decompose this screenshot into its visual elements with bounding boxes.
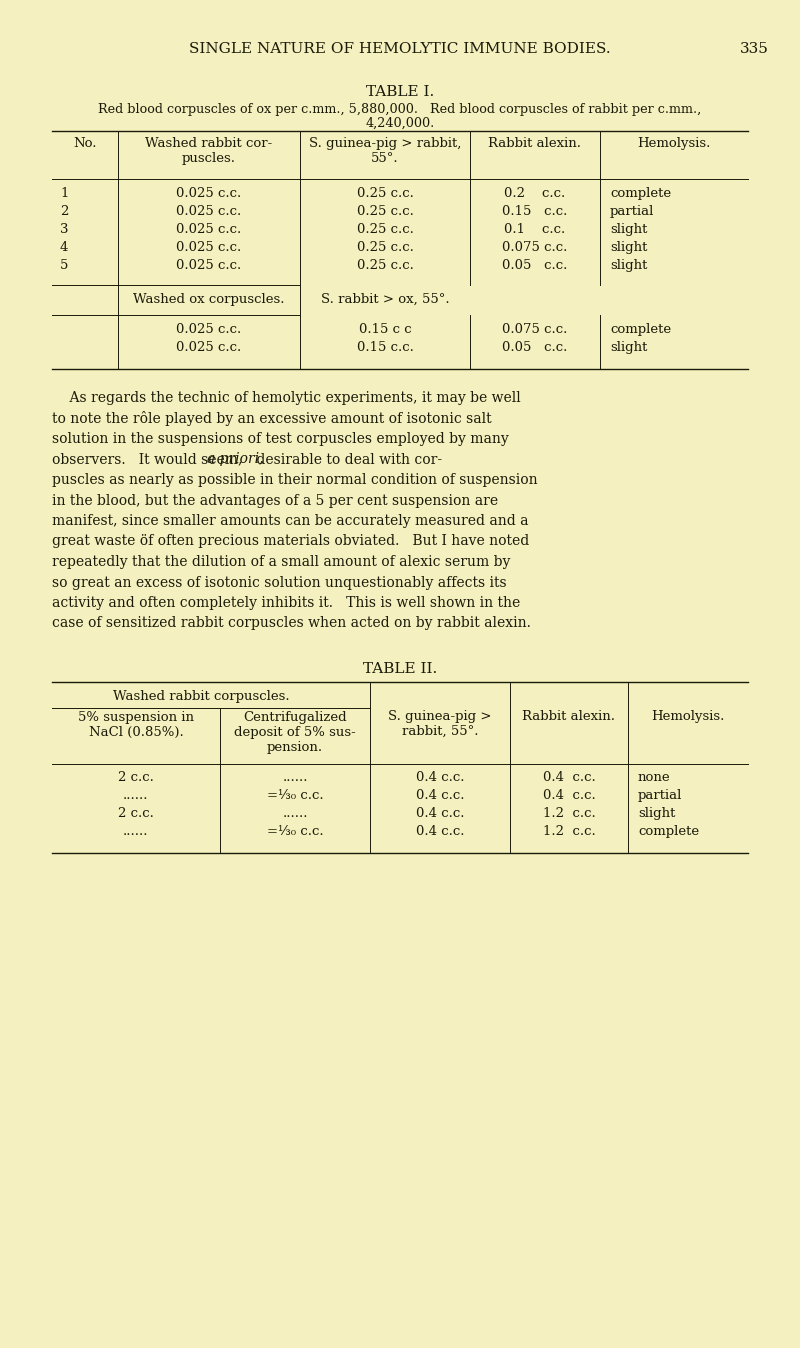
Text: complete: complete: [638, 825, 699, 838]
Text: none: none: [638, 771, 670, 785]
Text: 0.4  c.c.: 0.4 c.c.: [542, 789, 595, 802]
Text: to note the rôle played by an excessive amount of isotonic salt: to note the rôle played by an excessive …: [52, 411, 492, 426]
Text: slight: slight: [610, 341, 647, 355]
Text: 0.4 c.c.: 0.4 c.c.: [416, 825, 464, 838]
Text: Washed ox corpuscles.: Washed ox corpuscles.: [134, 293, 285, 306]
Text: observers.   It would seem,: observers. It would seem,: [52, 453, 246, 466]
Text: manifest, since smaller amounts can be accurately measured and a: manifest, since smaller amounts can be a…: [52, 514, 529, 528]
Text: repeatedly that the dilution of a small amount of alexic serum by: repeatedly that the dilution of a small …: [52, 555, 510, 569]
Text: Washed rabbit cor-
puscles.: Washed rabbit cor- puscles.: [146, 137, 273, 164]
Text: Hemolysis.: Hemolysis.: [651, 710, 725, 723]
Text: 0.2    c.c.: 0.2 c.c.: [504, 187, 566, 200]
Text: SINGLE NATURE OF HEMOLYTIC IMMUNE BODIES.: SINGLE NATURE OF HEMOLYTIC IMMUNE BODIES…: [189, 42, 611, 57]
Text: 0.075 c.c.: 0.075 c.c.: [502, 324, 568, 336]
Text: complete: complete: [610, 187, 671, 200]
Text: 0.4  c.c.: 0.4 c.c.: [542, 771, 595, 785]
Text: activity and often completely inhibits it.   This is well shown in the: activity and often completely inhibits i…: [52, 596, 520, 611]
Text: 0.4 c.c.: 0.4 c.c.: [416, 771, 464, 785]
Text: 4,240,000.: 4,240,000.: [366, 117, 434, 129]
Text: 5: 5: [60, 259, 68, 272]
Text: complete: complete: [610, 324, 671, 336]
Text: =⅓₀ c.c.: =⅓₀ c.c.: [266, 825, 323, 838]
Text: TABLE I.: TABLE I.: [366, 85, 434, 98]
Text: 0.15 c c: 0.15 c c: [358, 324, 411, 336]
Text: 0.25 c.c.: 0.25 c.c.: [357, 205, 414, 218]
Text: 2 c.c.: 2 c.c.: [118, 771, 154, 785]
Text: 0.05   c.c.: 0.05 c.c.: [502, 259, 568, 272]
Text: Red blood corpuscles of ox per c.mm., 5,880,000.   Red blood corpuscles of rabbi: Red blood corpuscles of ox per c.mm., 5,…: [98, 102, 702, 116]
Text: slight: slight: [610, 241, 647, 253]
Text: solution in the suspensions of test corpuscles employed by many: solution in the suspensions of test corp…: [52, 431, 509, 446]
Text: slight: slight: [638, 807, 675, 820]
Text: =⅓₀ c.c.: =⅓₀ c.c.: [266, 789, 323, 802]
Text: 0.25 c.c.: 0.25 c.c.: [357, 187, 414, 200]
Text: Hemolysis.: Hemolysis.: [638, 137, 710, 150]
Text: 0.4 c.c.: 0.4 c.c.: [416, 789, 464, 802]
Text: TABLE II.: TABLE II.: [363, 662, 437, 675]
Text: puscles as nearly as possible in their normal condition of suspension: puscles as nearly as possible in their n…: [52, 473, 538, 487]
Text: slight: slight: [610, 222, 647, 236]
Text: desirable to deal with cor-: desirable to deal with cor-: [253, 453, 442, 466]
Text: 1.2  c.c.: 1.2 c.c.: [542, 807, 595, 820]
Text: No.: No.: [74, 137, 97, 150]
Text: case of sensitized rabbit corpuscles when acted on by rabbit alexin.: case of sensitized rabbit corpuscles whe…: [52, 616, 531, 631]
Text: 0.025 c.c.: 0.025 c.c.: [176, 241, 242, 253]
Text: Rabbit alexin.: Rabbit alexin.: [522, 710, 615, 723]
Text: Centrifugalized
deposit of 5% sus-
pension.: Centrifugalized deposit of 5% sus- pensi…: [234, 710, 356, 754]
Text: 0.25 c.c.: 0.25 c.c.: [357, 222, 414, 236]
Text: 1: 1: [60, 187, 68, 200]
Text: great waste öf often precious materials obviated.   But I have noted: great waste öf often precious materials …: [52, 535, 530, 549]
Text: 0.025 c.c.: 0.025 c.c.: [176, 341, 242, 355]
Text: 0.15   c.c.: 0.15 c.c.: [502, 205, 568, 218]
Text: S. guinea-pig >
rabbit, 55°.: S. guinea-pig > rabbit, 55°.: [388, 710, 492, 737]
Text: 0.1    c.c.: 0.1 c.c.: [504, 222, 566, 236]
Text: 5% suspension in
NaCl (0.85%).: 5% suspension in NaCl (0.85%).: [78, 710, 194, 739]
Text: Rabbit alexin.: Rabbit alexin.: [489, 137, 582, 150]
Text: 0.25 c.c.: 0.25 c.c.: [357, 241, 414, 253]
Text: ......: ......: [282, 807, 308, 820]
Text: partial: partial: [638, 789, 682, 802]
Text: so great an excess of isotonic solution unquestionably affects its: so great an excess of isotonic solution …: [52, 576, 506, 589]
Text: S. guinea-pig > rabbit,
55°.: S. guinea-pig > rabbit, 55°.: [309, 137, 461, 164]
Text: ......: ......: [123, 825, 149, 838]
Text: Washed rabbit corpuscles.: Washed rabbit corpuscles.: [113, 690, 290, 704]
Text: S. rabbit > ox, 55°.: S. rabbit > ox, 55°.: [321, 293, 450, 306]
Text: 335: 335: [740, 42, 769, 57]
Text: ......: ......: [282, 771, 308, 785]
Text: in the blood, but the advantages of a 5 per cent suspension are: in the blood, but the advantages of a 5 …: [52, 493, 498, 507]
Text: 0.025 c.c.: 0.025 c.c.: [176, 324, 242, 336]
Text: 0.05   c.c.: 0.05 c.c.: [502, 341, 568, 355]
Text: slight: slight: [610, 259, 647, 272]
Text: 2: 2: [60, 205, 68, 218]
Text: 3: 3: [60, 222, 69, 236]
Text: 4: 4: [60, 241, 68, 253]
Text: a priori,: a priori,: [207, 453, 264, 466]
Text: 0.025 c.c.: 0.025 c.c.: [176, 205, 242, 218]
Text: 0.025 c.c.: 0.025 c.c.: [176, 222, 242, 236]
Text: 0.025 c.c.: 0.025 c.c.: [176, 187, 242, 200]
Text: 0.075 c.c.: 0.075 c.c.: [502, 241, 568, 253]
Text: 0.15 c.c.: 0.15 c.c.: [357, 341, 414, 355]
Text: 0.025 c.c.: 0.025 c.c.: [176, 259, 242, 272]
Text: 2 c.c.: 2 c.c.: [118, 807, 154, 820]
Text: As regards the technic of hemolytic experiments, it may be well: As regards the technic of hemolytic expe…: [52, 391, 521, 404]
Text: 0.4 c.c.: 0.4 c.c.: [416, 807, 464, 820]
Text: 0.25 c.c.: 0.25 c.c.: [357, 259, 414, 272]
Text: 1.2  c.c.: 1.2 c.c.: [542, 825, 595, 838]
Text: ......: ......: [123, 789, 149, 802]
Text: partial: partial: [610, 205, 654, 218]
